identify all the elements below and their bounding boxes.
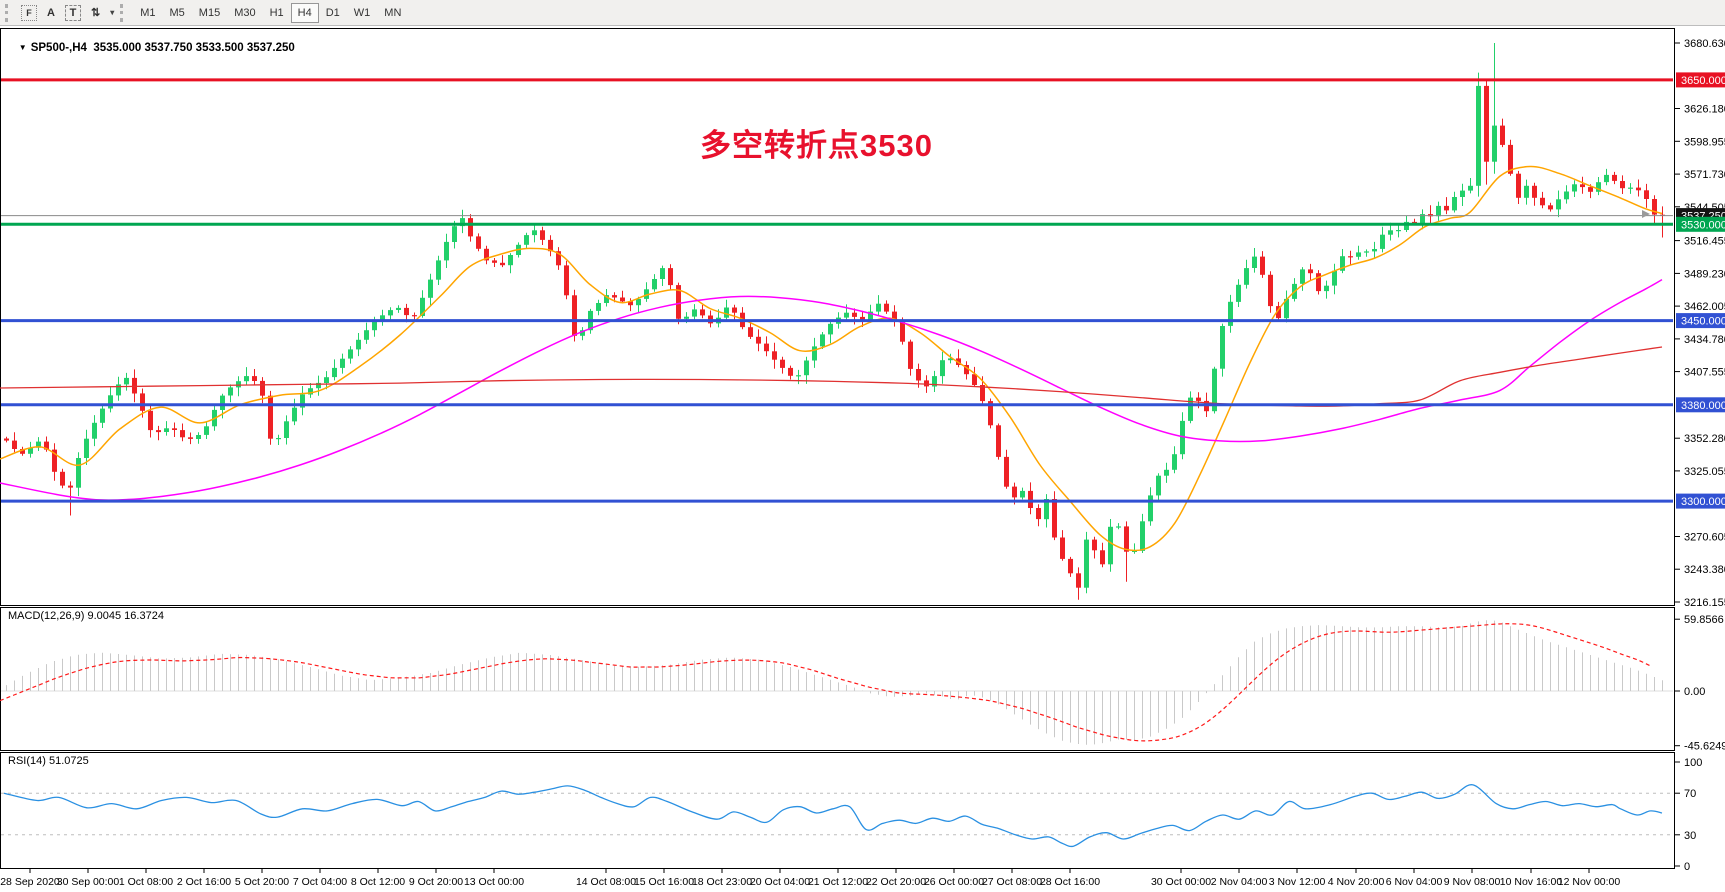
time-tick-label: 2 Oct 16:00 — [177, 876, 231, 888]
time-tick-label: 9 Nov 08:00 — [1444, 876, 1501, 888]
time-tick-label: 8 Oct 12:00 — [351, 876, 405, 888]
time-tick-label: 15 Oct 16:00 — [634, 876, 694, 888]
drawing-tools-group: F A T ⇅ ▾ — [18, 3, 117, 23]
time-tick-label: 9 Oct 20:00 — [409, 876, 463, 888]
collapse-caret-icon[interactable]: ▼ — [18, 43, 27, 52]
timeframe-button-M30[interactable]: M30 — [234, 6, 256, 19]
ma-slow-line — [0, 346, 1663, 407]
timeframe-button-H4[interactable]: H4 — [290, 2, 319, 23]
timeframe-button-W1[interactable]: W1 — [353, 6, 371, 19]
time-tick-label: 18 Oct 23:00 — [692, 876, 752, 888]
price-tick-label: 3216.155 — [1684, 597, 1725, 609]
price-arrow-marker — [1642, 210, 1650, 218]
time-tick-label: 30 Sep 00:00 — [57, 876, 120, 888]
macd-panel[interactable]: 59.8566 0.00 -45.6249 — [0, 614, 1725, 753]
annotation-text: 多空转折点3530 — [700, 128, 933, 163]
macd-indicator-label: MACD(12,26,9) 9.0045 16.3724 — [8, 610, 164, 622]
rsi-tick-label: 30 — [1684, 830, 1696, 842]
time-tick-label: 28 Oct 16:00 — [1040, 876, 1100, 888]
time-tick-label: 20 Oct 04:00 — [750, 876, 810, 888]
symbol-ohlc-text: SP500-,H4 3535.000 3537.750 3533.500 353… — [30, 42, 295, 54]
chart-canvas[interactable]: 3680.6303626.1803598.9553571.7303544.505… — [0, 26, 1725, 892]
price-tick-label: 3243.380 — [1684, 564, 1725, 576]
macd-tick-label: 0.00 — [1684, 686, 1705, 698]
timeframe-button-M1[interactable]: M1 — [140, 6, 156, 19]
time-tick-label: 5 Oct 20:00 — [235, 876, 289, 888]
text-box-tool-icon[interactable]: T — [65, 4, 81, 21]
horizontal-lines-layer — [1, 78, 1673, 503]
text-label-tool-icon[interactable]: A — [47, 6, 55, 19]
price-tick-label: 3598.955 — [1684, 136, 1725, 148]
price-level-badge-text: 3300.000 — [1681, 496, 1725, 508]
price-level-badge-text: 3650.000 — [1681, 75, 1725, 87]
price-tick-label: 3571.730 — [1684, 169, 1725, 181]
timeframe-button-M5[interactable]: M5 — [169, 6, 185, 19]
price-tick-label: 3270.605 — [1684, 532, 1725, 544]
price-tick-label: 3626.180 — [1684, 104, 1725, 116]
time-tick-label: 14 Oct 08:00 — [576, 876, 636, 888]
rsi-line — [3, 784, 1663, 848]
candles-layer — [4, 43, 1665, 600]
time-tick-label: 4 Nov 20:00 — [1328, 876, 1385, 888]
time-tick-label: 30 Oct 00:00 — [1151, 876, 1211, 888]
time-tick-label: 22 Oct 20:00 — [866, 876, 926, 888]
timeframe-buttons-group: M1 M5 M15 M30 H1 H4 D1 W1 MN — [133, 2, 408, 23]
toolbar-grip-2[interactable] — [120, 3, 127, 22]
time-tick-label: 7 Oct 04:00 — [293, 876, 347, 888]
time-tick-label: 12 Nov 00:00 — [1558, 876, 1621, 888]
price-axis[interactable]: 3680.6303626.1803598.9553571.7303544.505… — [1674, 38, 1725, 609]
timeframe-button-MN[interactable]: MN — [384, 6, 402, 19]
price-tick-label: 3434.780 — [1684, 334, 1725, 346]
time-tick-label: 1 Oct 08:00 — [119, 876, 173, 888]
ma-mid-line — [0, 278, 1663, 501]
time-tick-label: 27 Oct 08:00 — [982, 876, 1042, 888]
time-tick-label: 6 Nov 04:00 — [1386, 876, 1443, 888]
rsi-panel[interactable]: 100 70 30 0 — [1, 757, 1702, 873]
price-level-badge-text: 3530.000 — [1681, 219, 1725, 231]
symbol-ohlc-title: ▼ SP500-,H4 3535.000 3537.750 3533.500 35… — [6, 30, 295, 66]
time-tick-label: 3 Nov 12:00 — [1269, 876, 1326, 888]
price-tick-label: 3680.630 — [1684, 38, 1725, 50]
panel-frames — [0, 28, 1675, 869]
arrows-tool-icon[interactable]: ⇅ — [91, 7, 101, 19]
toolbar: F A T ⇅ ▾ M1 M5 M15 M30 H1 H4 D1 W1 MN — [0, 0, 1725, 26]
price-tick-label: 3407.555 — [1684, 367, 1725, 379]
toolbar-grip[interactable] — [5, 3, 12, 22]
macd-tick-label: -45.6249 — [1684, 741, 1725, 753]
ma-fast-line — [0, 165, 1663, 552]
price-level-badge — [1676, 72, 1725, 88]
rsi-indicator-label: RSI(14) 51.0725 — [8, 755, 89, 767]
tools-dropdown-caret-icon[interactable]: ▾ — [110, 8, 115, 17]
time-tick-label: 10 Nov 16:00 — [1500, 876, 1563, 888]
price-tick-label: 3516.455 — [1684, 236, 1725, 248]
time-tick-label: 26 Oct 00:00 — [924, 876, 984, 888]
price-tick-label: 3325.055 — [1684, 466, 1725, 478]
price-level-badge-text: 3450.000 — [1681, 316, 1725, 328]
price-tick-label: 3352.280 — [1684, 433, 1725, 445]
timeframe-button-M15[interactable]: M15 — [198, 6, 221, 19]
timeframe-button-H1[interactable]: H1 — [269, 6, 284, 19]
time-tick-label: 2 Nov 04:00 — [1211, 876, 1268, 888]
timeframe-button-D1[interactable]: D1 — [325, 6, 340, 19]
chart-template-tool-icon[interactable]: F — [21, 4, 37, 21]
price-level-badge — [1676, 216, 1725, 232]
macd-tick-label: 59.8566 — [1684, 614, 1724, 626]
price-tick-label: 3462.005 — [1684, 301, 1725, 313]
price-level-badge-text: 3380.000 — [1681, 400, 1725, 412]
rsi-tick-label: 70 — [1684, 788, 1696, 800]
price-level-badge — [1676, 313, 1725, 329]
time-tick-label: 21 Oct 12:00 — [808, 876, 868, 888]
time-tick-label: 28 Sep 2020 — [0, 876, 60, 888]
rsi-tick-label: 0 — [1684, 861, 1690, 873]
rsi-tick-label: 100 — [1684, 757, 1702, 769]
chart-area[interactable]: 3680.6303626.1803598.9553571.7303544.505… — [0, 26, 1725, 892]
macd-signal-line — [0, 623, 1653, 742]
time-tick-label: 13 Oct 00:00 — [464, 876, 524, 888]
price-level-badge — [1676, 493, 1725, 509]
price-level-badge — [1676, 397, 1725, 413]
price-tick-label: 3489.230 — [1684, 268, 1725, 280]
